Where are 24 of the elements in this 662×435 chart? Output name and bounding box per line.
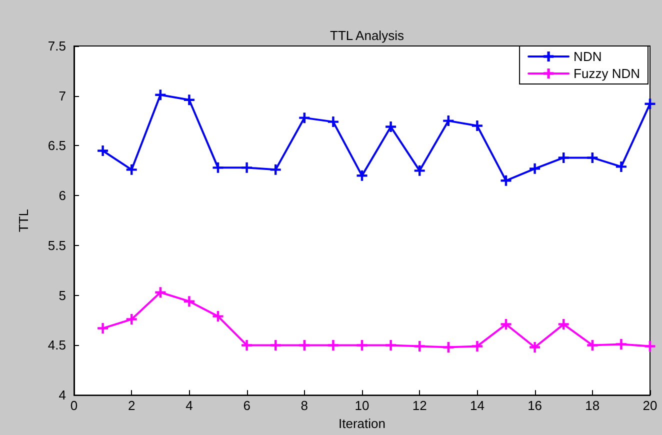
x-tick-label: 4 [186, 398, 193, 414]
x-axis-title: Iteration [338, 416, 386, 431]
y-tick-label: 4 [58, 388, 66, 403]
y-tick-label: 6.5 [48, 138, 66, 154]
y-axis-title: TTL [16, 208, 31, 232]
x-tick-label: 14 [470, 398, 484, 414]
chart-title: TTL Analysis [330, 28, 404, 43]
x-tick-label: 18 [585, 398, 600, 414]
x-tick-label: 10 [354, 398, 370, 414]
x-tick-label: 0 [70, 398, 78, 414]
x-tick-label: 20 [642, 398, 658, 414]
x-tick-label: 6 [243, 398, 250, 414]
y-tick-label: 5.5 [48, 238, 66, 253]
y-tick-label: 5 [58, 288, 66, 303]
x-tick-label: 16 [528, 398, 542, 414]
y-tick-label: 4.5 [48, 338, 66, 353]
x-tick-label: 2 [128, 398, 136, 414]
y-tick-label: 7.5 [48, 38, 66, 54]
x-tick-label: 8 [300, 398, 308, 414]
y-tick-label: 7 [58, 88, 66, 104]
legend-label: Fuzzy NDN [574, 66, 640, 81]
x-tick-label: 12 [412, 398, 427, 414]
legend-label: NDN [574, 49, 602, 64]
y-tick-label: 6 [58, 188, 66, 204]
